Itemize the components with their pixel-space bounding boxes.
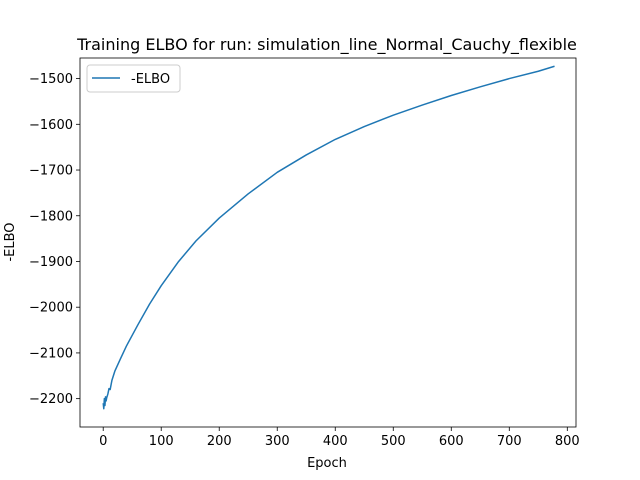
x-tick-label: 600	[439, 434, 464, 449]
chart-title: Training ELBO for run: simulation_line_N…	[76, 35, 577, 55]
plot-area	[79, 57, 577, 428]
x-tick-label: 400	[323, 434, 348, 449]
y-tick-label: −2200	[29, 392, 73, 407]
axes-frame	[79, 57, 577, 428]
x-tick-label: 0	[99, 434, 107, 449]
x-axis-label: Epoch	[307, 456, 347, 471]
legend-box	[86, 64, 181, 93]
x-axis-ticks: 0 100 200 300 400 500 600 700 800	[99, 427, 580, 449]
x-tick-label: 200	[207, 434, 232, 449]
x-tick-label: 700	[497, 434, 522, 449]
legend-label: -ELBO	[131, 72, 170, 87]
y-axis-label: -ELBO	[3, 222, 18, 261]
series-line-0	[102, 65, 555, 410]
x-tick-label: 500	[381, 434, 406, 449]
x-tick-label: 100	[149, 434, 174, 449]
y-tick-label: −1600	[29, 118, 73, 133]
y-tick-label: −2000	[29, 301, 73, 316]
y-tick-label: −1500	[29, 72, 73, 87]
y-tick-label: −1800	[29, 209, 73, 224]
x-tick-label: 800	[555, 434, 580, 449]
y-tick-label: −1900	[29, 255, 73, 270]
legend: -ELBO	[86, 64, 181, 93]
y-tick-label: −1700	[29, 164, 73, 179]
y-tick-label: −2100	[29, 346, 73, 361]
x-tick-label: 300	[265, 434, 290, 449]
y-axis-ticks: −2200 −2100 −2000 −1900 −1800 −1700 −1600 −1500	[29, 72, 80, 407]
